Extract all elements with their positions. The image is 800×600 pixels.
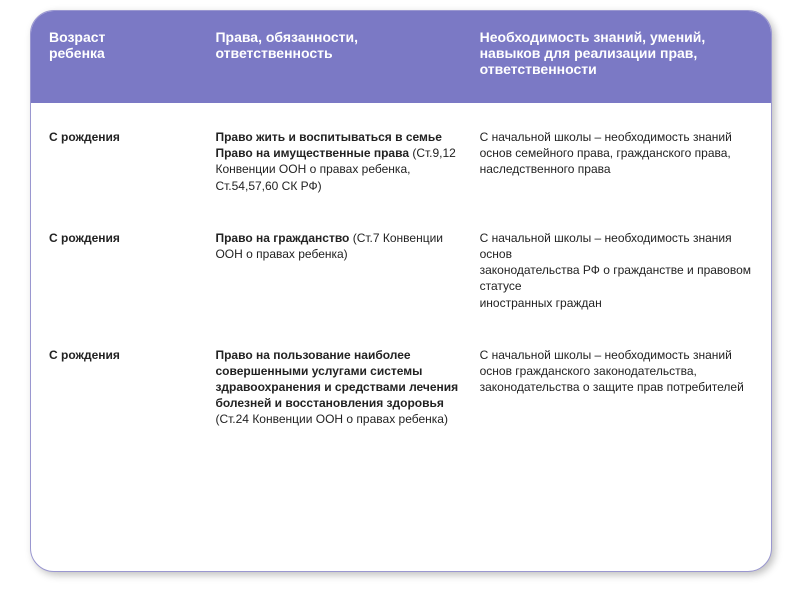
cell-needs: С начальной школы – необходимость знания…	[470, 230, 763, 311]
header-col-age: Возраст ребенка	[39, 29, 205, 77]
cell-rights: Право на гражданство (Ст.7 Конвенции ООН…	[205, 230, 469, 311]
table-body: С рождения Право жить и воспитываться в …	[31, 103, 771, 454]
table-row: С рождения Право жить и воспитываться в …	[39, 111, 763, 212]
rights-rest: (Ст.24 Конвенции ООН о правах ребенка)	[215, 412, 448, 426]
rights-bold: Право на пользование наиболее совершенны…	[215, 348, 458, 411]
cell-needs: С начальной школы – необходимость знаний…	[470, 129, 763, 194]
table-row: С рождения Право на гражданство (Ст.7 Ко…	[39, 212, 763, 329]
cell-rights: Право жить и воспитываться в семье Право…	[205, 129, 469, 194]
cell-needs: С начальной школы – необходимость знаний…	[470, 347, 763, 428]
cell-age: С рождения	[39, 347, 205, 428]
table-header: Возраст ребенка Права, обязанности, отве…	[31, 11, 771, 103]
cell-age: С рождения	[39, 129, 205, 194]
cell-rights: Право на пользование наиболее совершенны…	[205, 347, 469, 428]
header-col-needs: Необходимость знаний, умений, навыков дл…	[470, 29, 763, 77]
rights-table-card: Возраст ребенка Права, обязанности, отве…	[30, 10, 772, 572]
rights-bold: Право жить и воспитываться в семье Право…	[215, 130, 442, 160]
cell-age: С рождения	[39, 230, 205, 311]
table-row: С рождения Право на пользование наиболее…	[39, 329, 763, 446]
header-col-rights: Права, обязанности, ответственность	[205, 29, 469, 77]
rights-bold: Право на гражданство	[215, 231, 349, 245]
